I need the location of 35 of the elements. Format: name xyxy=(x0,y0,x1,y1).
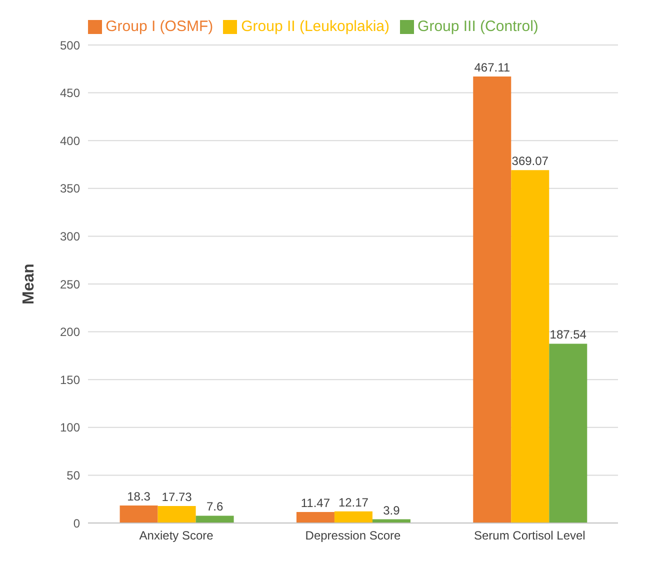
y-tick-label: 300 xyxy=(60,229,80,244)
bar xyxy=(334,511,372,523)
bar xyxy=(549,344,588,523)
data-label: 11.47 xyxy=(300,496,330,510)
y-axis-title: Mean xyxy=(20,264,38,304)
legend-label: Group II (Leukoplakia) xyxy=(241,18,390,35)
y-tick-label: 500 xyxy=(60,38,80,52)
y-tick-label: 200 xyxy=(60,325,80,340)
data-label: 187.54 xyxy=(550,328,587,342)
data-label: 467.11 xyxy=(474,60,510,74)
data-label: 369.07 xyxy=(512,154,549,168)
y-tick-label: 0 xyxy=(73,516,80,530)
data-label: 12.17 xyxy=(338,495,369,510)
legend-label: Group I (OSMF) xyxy=(106,18,214,35)
bar xyxy=(196,516,234,523)
data-label: 18.3 xyxy=(127,490,151,504)
bar xyxy=(473,76,512,523)
data-label: 7.6 xyxy=(206,500,224,514)
y-tick-label: 400 xyxy=(60,134,80,148)
bar xyxy=(120,506,158,523)
bar xyxy=(511,170,550,523)
y-tick-label: 450 xyxy=(60,86,80,100)
bar xyxy=(158,506,196,523)
y-tick-label: 250 xyxy=(60,277,80,292)
y-tick-label: 350 xyxy=(60,182,80,196)
x-tick-label: Serum Cortisol Level xyxy=(474,528,586,543)
data-label: 17.73 xyxy=(162,490,192,504)
x-tick-label: Anxiety Score xyxy=(139,528,214,543)
x-tick-label: Depression Score xyxy=(305,528,402,543)
bar xyxy=(296,512,334,523)
legend-label: Group III (Control) xyxy=(418,18,538,35)
y-tick-label: 50 xyxy=(66,468,80,482)
y-tick-label: 100 xyxy=(60,420,80,435)
y-tick-label: 150 xyxy=(60,372,80,387)
data-label: 3.9 xyxy=(383,503,400,518)
